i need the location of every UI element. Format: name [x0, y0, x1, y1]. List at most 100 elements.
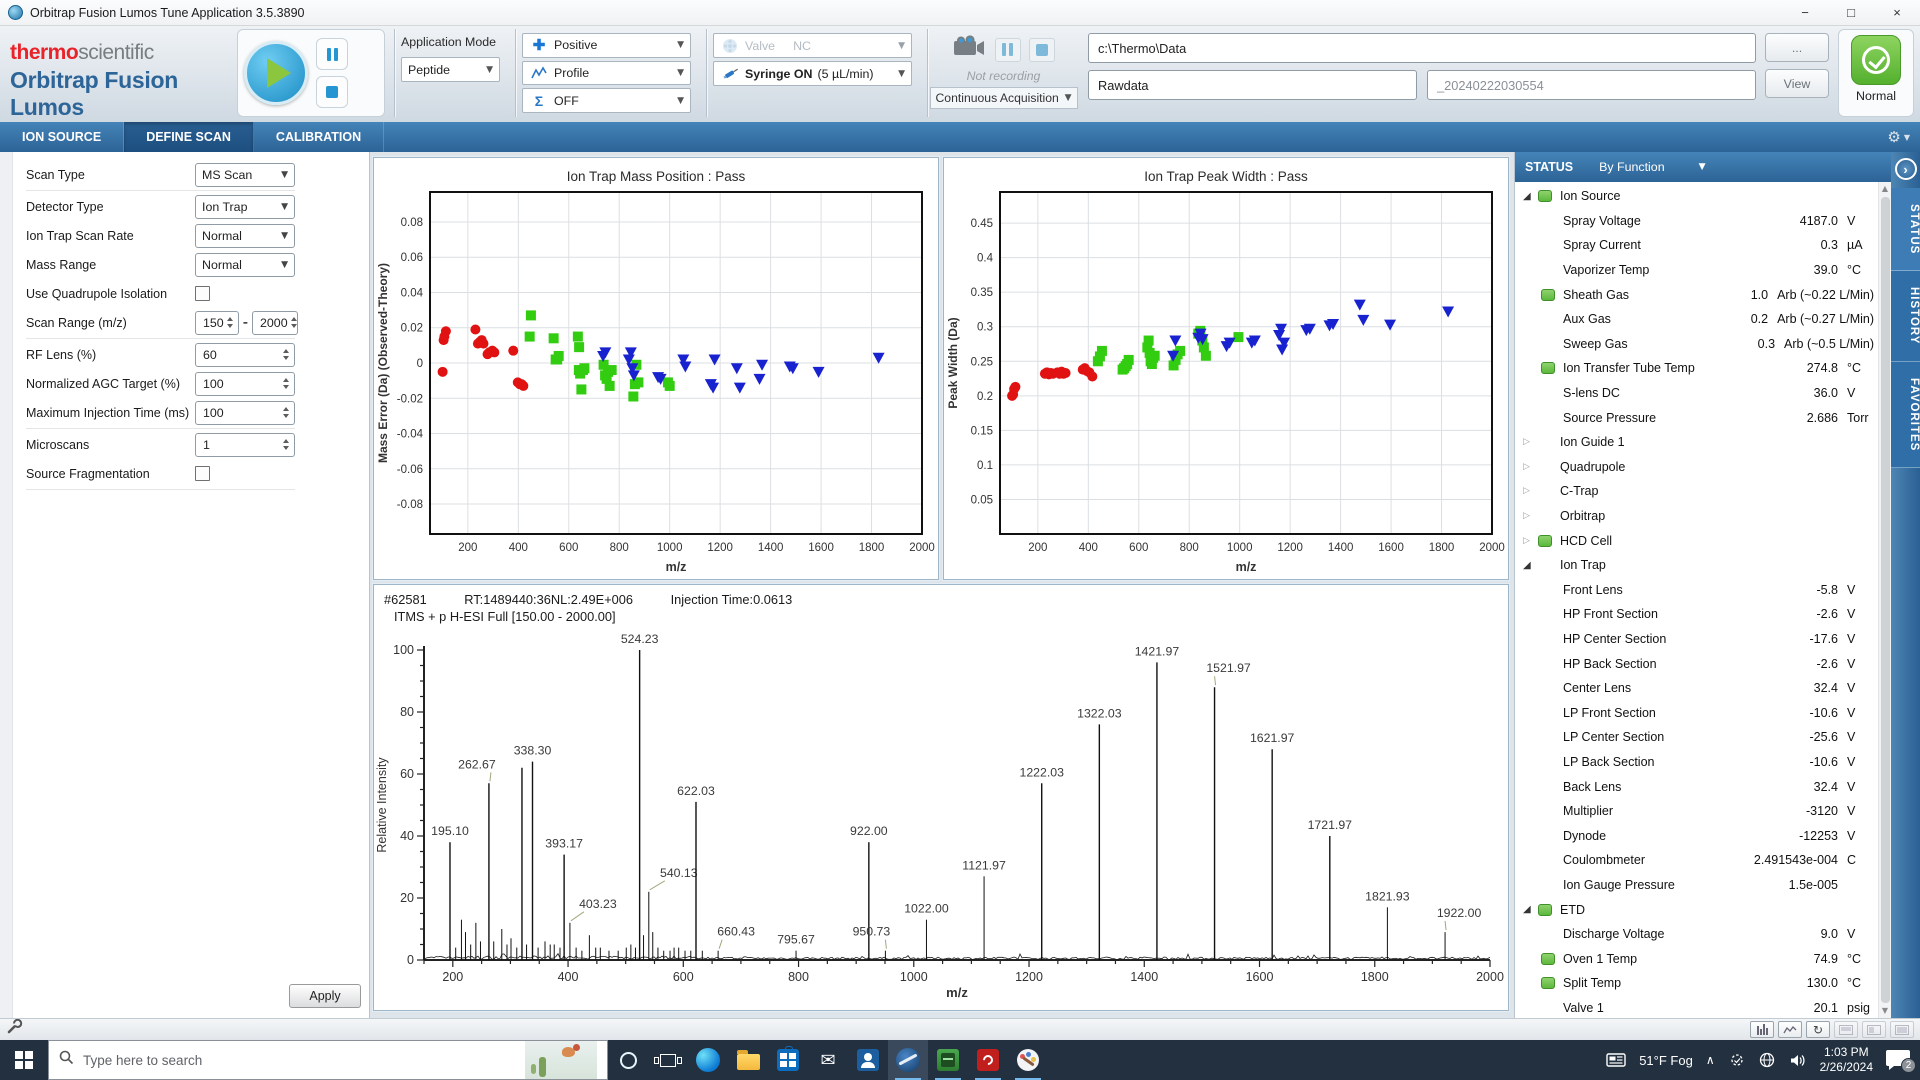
- status-row[interactable]: ▷ C-Trap: [1515, 479, 1878, 504]
- normalized-agc-target--stepper[interactable]: 100: [195, 371, 295, 396]
- tab-ion-source[interactable]: ION SOURCE: [0, 122, 125, 152]
- syringe-select[interactable]: Syringe ON (5 µL/min) ▼: [713, 61, 912, 86]
- paint-button[interactable]: [1008, 1040, 1048, 1080]
- status-row[interactable]: Spray Current 0.3 µA: [1515, 233, 1878, 258]
- spin-down-icon[interactable]: [283, 385, 289, 389]
- expander-open-icon[interactable]: ◢: [1523, 190, 1531, 202]
- status-view-select[interactable]: By Function ▼: [1599, 160, 1705, 174]
- raw-file-name-input[interactable]: [1088, 70, 1417, 100]
- status-scrollbar[interactable]: ▲ ▼: [1878, 182, 1891, 1018]
- start-button[interactable]: [0, 1040, 48, 1080]
- spin-buttons[interactable]: [224, 317, 236, 328]
- store-button[interactable]: [768, 1040, 808, 1080]
- status-row[interactable]: Spray Voltage 4187.0 V: [1515, 209, 1878, 234]
- status-row[interactable]: ▷ HCD Cell: [1515, 528, 1878, 553]
- status-row[interactable]: S-lens DC 36.0 V: [1515, 381, 1878, 406]
- settings-gear-button[interactable]: ⚙ ▼: [1887, 122, 1920, 152]
- spin-down-icon[interactable]: [290, 324, 297, 328]
- instrument-app-button[interactable]: [928, 1040, 968, 1080]
- acquisition-mode-select[interactable]: Continuous Acquisition ▼: [929, 87, 1078, 109]
- scroll-up-icon[interactable]: ▲: [1881, 184, 1889, 193]
- side-tab-status[interactable]: STATUS: [1891, 188, 1920, 272]
- bar-chart-view-icon[interactable]: [1750, 1021, 1774, 1038]
- edge-button[interactable]: [688, 1040, 728, 1080]
- search-daily-image[interactable]: [525, 1041, 597, 1079]
- volume-icon[interactable]: [1789, 1053, 1807, 1068]
- tools-wrench-icon[interactable]: [6, 1018, 23, 1040]
- side-tab-history[interactable]: HISTORY: [1891, 271, 1920, 362]
- status-row[interactable]: LP Back Section -10.6 V: [1515, 750, 1878, 775]
- collapse-panel-button[interactable]: ›: [1894, 158, 1917, 180]
- stop-button[interactable]: [316, 76, 348, 108]
- action-center-button[interactable]: 2: [1886, 1050, 1916, 1073]
- spin-buttons[interactable]: [280, 439, 292, 450]
- maximum-injection-time-ms--stepper[interactable]: 100: [195, 400, 295, 425]
- rf-lens--stepper[interactable]: 60: [195, 342, 295, 367]
- system-state-button[interactable]: [1851, 35, 1901, 85]
- status-row[interactable]: Dynode -12253 V: [1515, 823, 1878, 848]
- network-globe-icon[interactable]: [1759, 1052, 1776, 1068]
- status-row[interactable]: Sweep Gas 0.3 Arb (~0.5 L/Min): [1515, 332, 1878, 357]
- mail-button[interactable]: ✉: [808, 1040, 848, 1080]
- news-icon[interactable]: [1606, 1052, 1626, 1068]
- spin-buttons[interactable]: [280, 407, 292, 418]
- status-row[interactable]: Coulombmeter 2.491543e-004 C: [1515, 848, 1878, 873]
- status-row[interactable]: LP Center Section -25.6 V: [1515, 725, 1878, 750]
- status-row[interactable]: Oven 1 Temp 74.9 °C: [1515, 946, 1878, 971]
- status-row[interactable]: Ion Gauge Pressure 1.5e-005: [1515, 873, 1878, 898]
- spin-up-icon[interactable]: [283, 378, 289, 382]
- search-input[interactable]: [83, 1052, 516, 1068]
- expander-closed-icon[interactable]: ▷: [1523, 486, 1530, 497]
- close-button[interactable]: ×: [1893, 4, 1901, 20]
- clock[interactable]: 1:03 PM 2/26/2024: [1820, 1045, 1873, 1075]
- task-view-button[interactable]: [648, 1040, 688, 1080]
- mass-range-select[interactable]: Normal ▼: [195, 252, 295, 277]
- expander-open-icon[interactable]: ◢: [1523, 559, 1531, 571]
- expander-closed-icon[interactable]: ▷: [1523, 437, 1530, 448]
- status-row[interactable]: Discharge Voltage 9.0 V: [1515, 922, 1878, 947]
- source-fragmentation-checkbox[interactable]: [195, 466, 210, 481]
- maximize-button[interactable]: □: [1847, 4, 1855, 20]
- spin-down-icon[interactable]: [283, 356, 289, 360]
- peak-width-chart[interactable]: 200 400 600 800 1000 1200 1400 1600 1800 2000 0.05…: [944, 184, 1506, 578]
- raw-file-suffix-input[interactable]: [1427, 70, 1756, 100]
- scroll-down-icon[interactable]: ▼: [1881, 1006, 1889, 1015]
- spin-buttons[interactable]: [280, 378, 292, 389]
- status-row[interactable]: ◢ ETD: [1515, 897, 1878, 922]
- record-pause-button[interactable]: [994, 37, 1021, 62]
- status-row[interactable]: Center Lens 32.4 V: [1515, 676, 1878, 701]
- tab-define-scan[interactable]: DEFINE SCAN: [124, 122, 254, 152]
- scrollbar-thumb[interactable]: [1880, 197, 1890, 1003]
- side-tab-favorites[interactable]: FAVORITES: [1891, 361, 1920, 469]
- expander-closed-icon[interactable]: ▷: [1523, 461, 1530, 472]
- tray-expand-icon[interactable]: ∧: [1705, 1053, 1715, 1067]
- status-row[interactable]: Ion Transfer Tube Temp 274.8 °C: [1515, 356, 1878, 381]
- pause-button[interactable]: [316, 38, 348, 70]
- expander-closed-icon[interactable]: ▷: [1523, 535, 1530, 546]
- status-row[interactable]: Aux Gas 0.2 Arb (~0.27 L/Min): [1515, 307, 1878, 332]
- ion-trap-scan-rate-select[interactable]: Normal ▼: [195, 223, 295, 248]
- record-camera-icon[interactable]: [953, 35, 987, 64]
- spin-up-icon[interactable]: [226, 317, 233, 321]
- view-button[interactable]: View: [1765, 69, 1829, 98]
- status-row[interactable]: Multiplier -3120 V: [1515, 799, 1878, 824]
- status-row[interactable]: Sheath Gas 1.0 Arb (~0.22 L/Min): [1515, 282, 1878, 307]
- status-row[interactable]: HP Back Section -2.6 V: [1515, 651, 1878, 676]
- status-row[interactable]: Vaporizer Temp 39.0 °C: [1515, 258, 1878, 283]
- spin-up-icon[interactable]: [290, 317, 297, 321]
- spin-down-icon[interactable]: [226, 324, 233, 328]
- spin-down-icon[interactable]: [283, 446, 289, 450]
- spectrum-chart[interactable]: 200 400 600 800 1000 1200 1400 1600 1800 2000 0 20 4…: [374, 626, 1506, 1002]
- line-chart-view-icon[interactable]: [1778, 1021, 1802, 1038]
- apply-button[interactable]: Apply: [289, 984, 361, 1008]
- onedrive-icon[interactable]: [1728, 1053, 1746, 1067]
- scan-range-to-stepper[interactable]: 2000: [252, 310, 299, 335]
- file-explorer-button[interactable]: [728, 1040, 768, 1080]
- expander-closed-icon[interactable]: ▷: [1523, 511, 1530, 522]
- data-path-input[interactable]: [1088, 33, 1756, 63]
- record-stop-button[interactable]: [1028, 37, 1055, 62]
- spin-buttons[interactable]: [280, 349, 292, 360]
- tune-app-button[interactable]: [888, 1040, 928, 1080]
- status-row[interactable]: HP Front Section -2.6 V: [1515, 602, 1878, 627]
- status-row[interactable]: ◢ Ion Trap: [1515, 553, 1878, 578]
